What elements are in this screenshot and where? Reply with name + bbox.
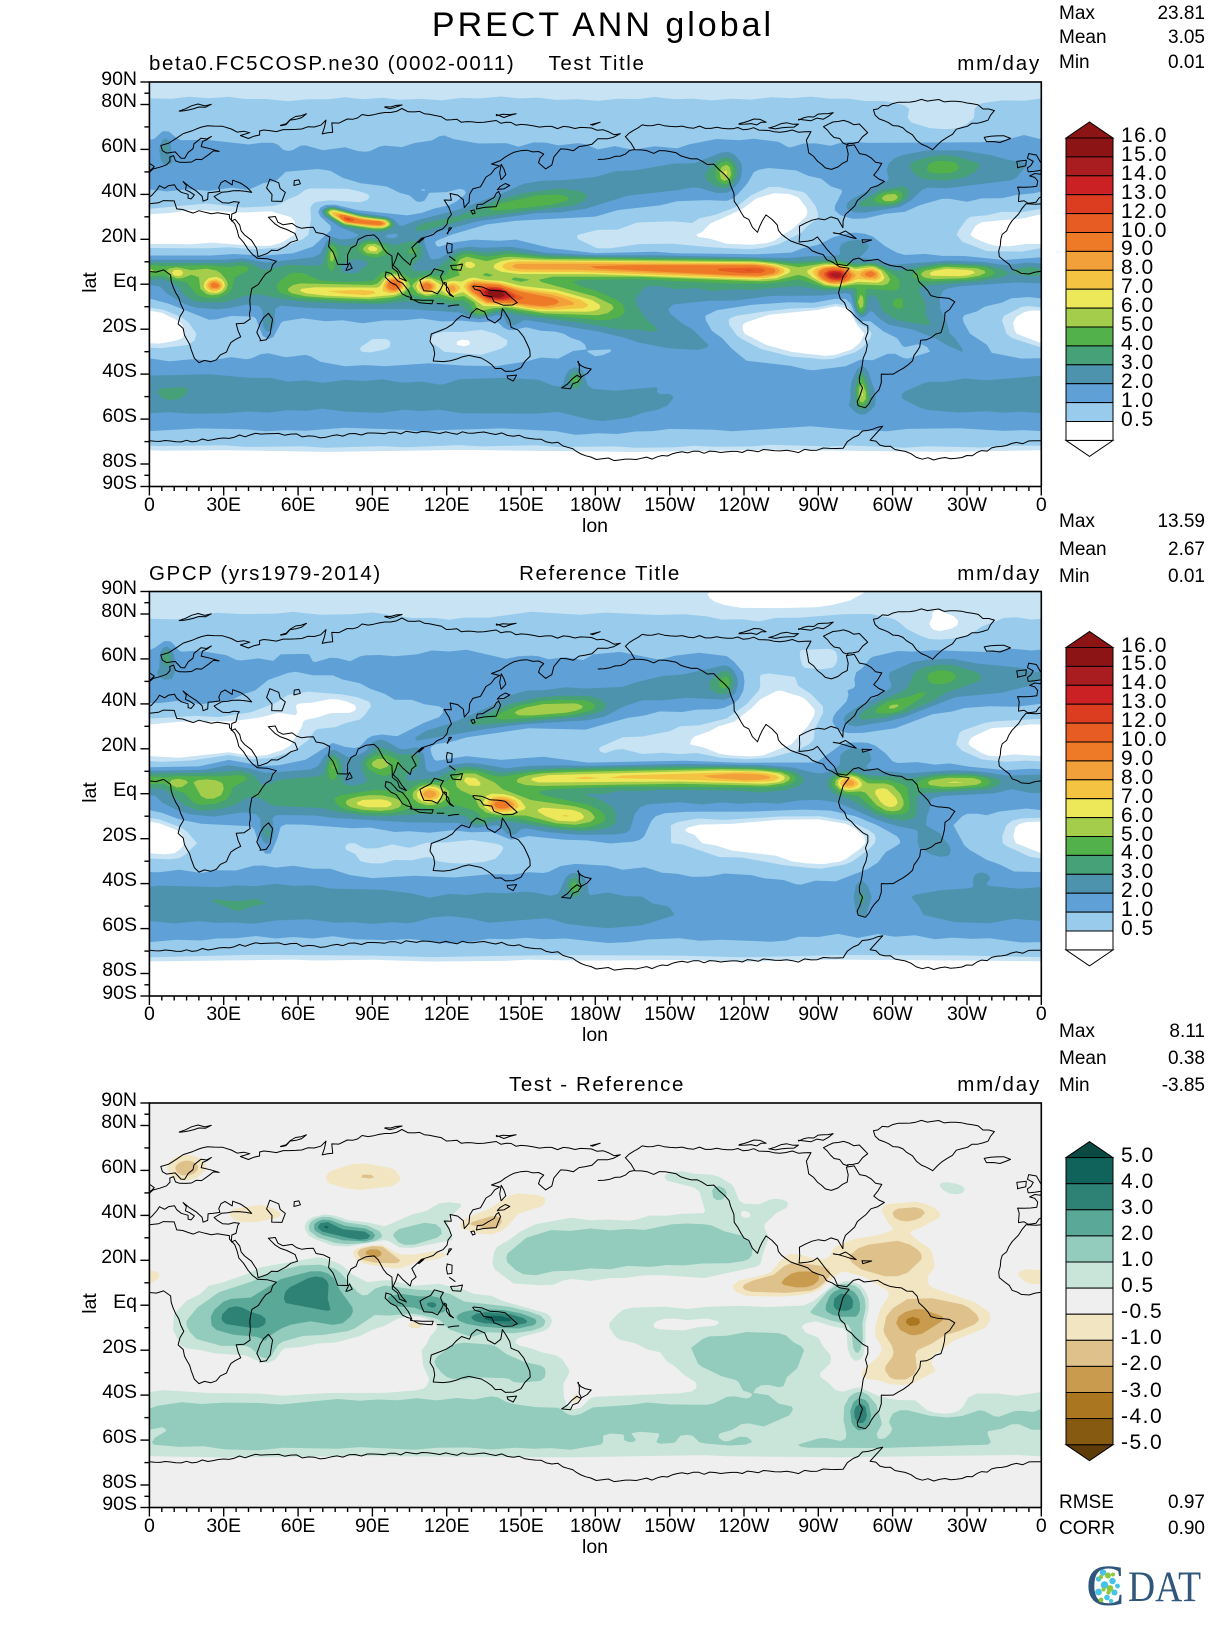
svg-text:DAT: DAT [1128, 1564, 1201, 1611]
